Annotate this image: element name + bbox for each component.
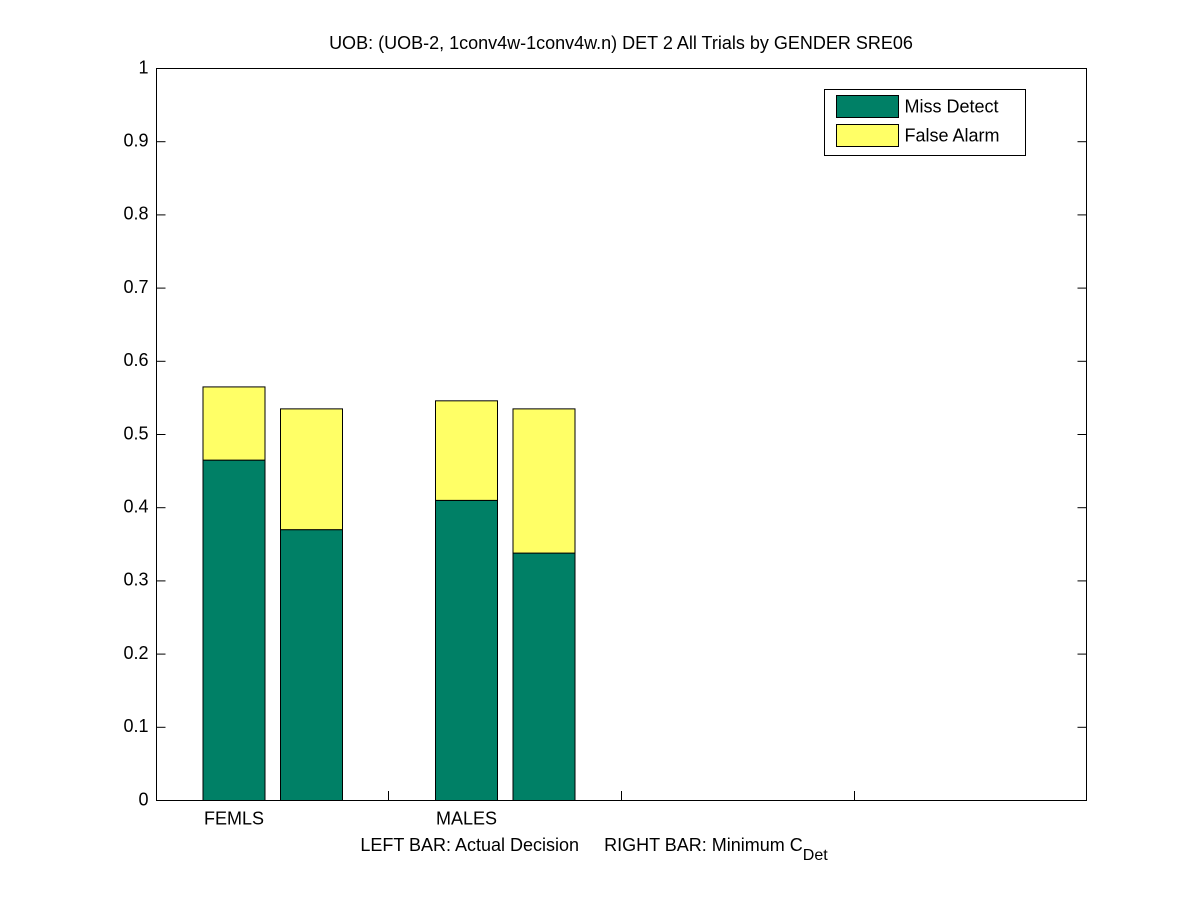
x-label-text: LEFT BAR: Actual Decision RIGHT BAR: Min… (360, 835, 802, 855)
x-tick-label: MALES (436, 808, 497, 828)
bar-segment (280, 529, 343, 801)
y-tick-label: 0.9 (123, 130, 148, 150)
legend-swatch (836, 124, 899, 147)
chart-title: UOB: (UOB-2, 1conv4w-1conv4w.n) DET 2 Al… (329, 33, 913, 53)
y-tick-label: 0.5 (123, 423, 148, 443)
y-tick-label: 0.7 (123, 277, 148, 297)
legend-swatch (836, 95, 899, 118)
y-tick-label: 0.1 (123, 716, 148, 736)
bar-segment (512, 552, 576, 801)
x-tick-label: FEMLS (204, 808, 264, 828)
bar-segment (512, 408, 576, 554)
bar-segment (202, 386, 266, 461)
bar-segment (435, 499, 498, 801)
x-label-subscript: Det (803, 847, 828, 864)
y-tick-label: 0.3 (123, 570, 148, 590)
y-tick-label: 1 (138, 57, 148, 77)
bar-segment (202, 459, 266, 801)
legend-label: Miss Detect (905, 96, 999, 116)
bar-segment (280, 408, 343, 531)
y-tick-label: 0 (138, 789, 148, 809)
y-tick-label: 0.8 (123, 204, 148, 224)
y-tick-label: 0.4 (123, 496, 148, 516)
x-axis-label: LEFT BAR: Actual Decision RIGHT BAR: Min… (360, 835, 828, 864)
bar-segment (435, 400, 498, 501)
y-tick-label: 0.2 (123, 643, 148, 663)
y-tick-label: 0.6 (123, 350, 148, 370)
legend-label: False Alarm (905, 125, 1000, 145)
